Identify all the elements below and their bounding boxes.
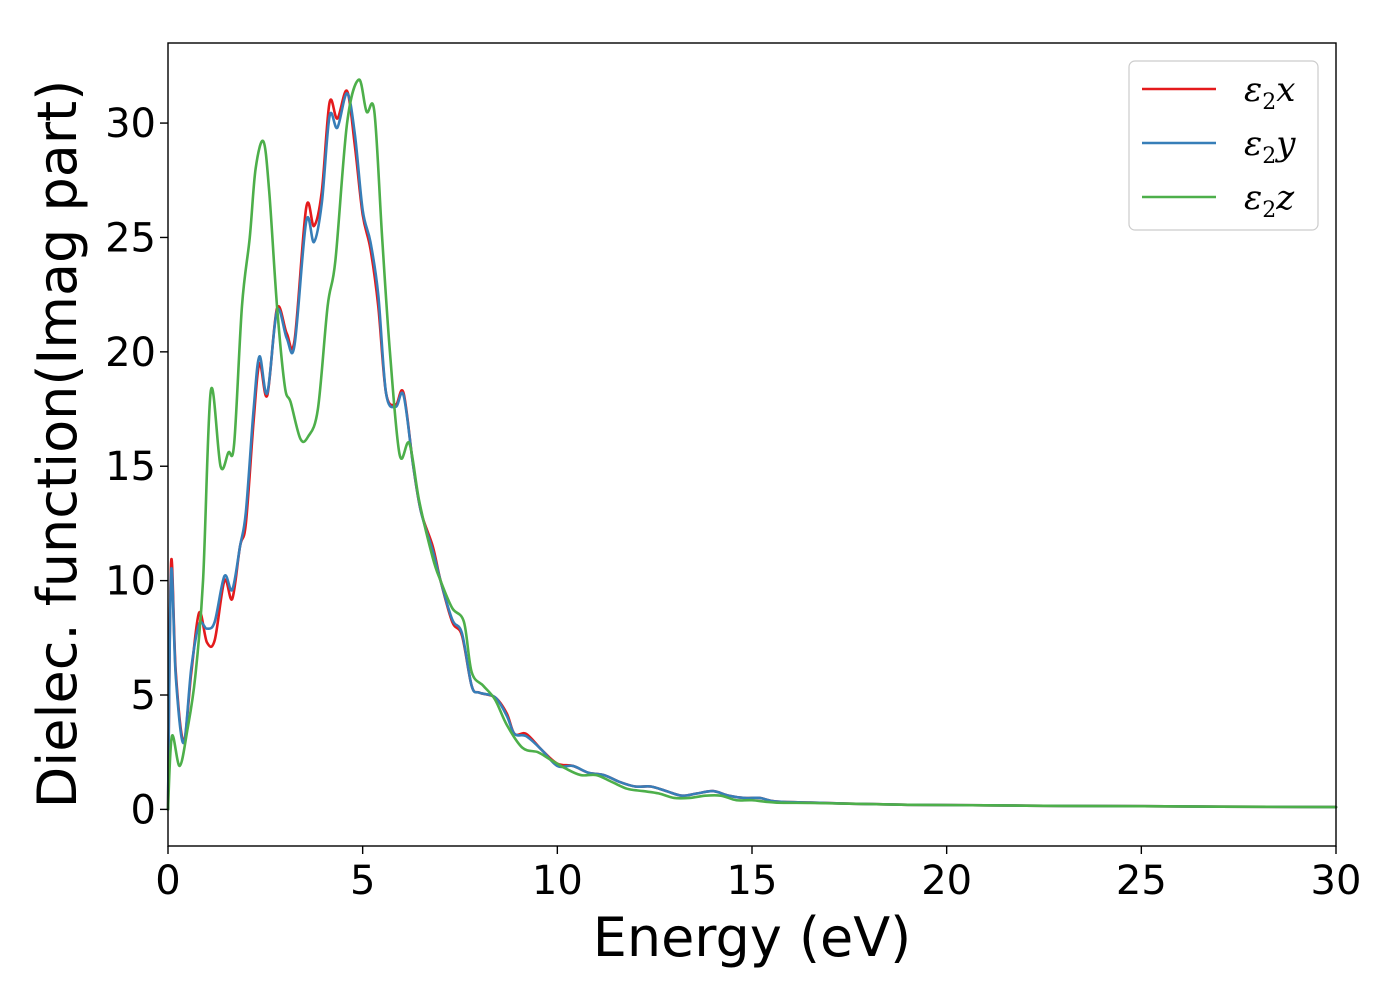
y-tick-label: 30 [105, 101, 156, 147]
y-tick-label: 20 [105, 330, 156, 376]
x-tick-label: 25 [1116, 858, 1167, 904]
y-tick-label: 5 [131, 673, 156, 719]
y-tick-label: 0 [131, 787, 156, 833]
x-tick-label: 5 [350, 858, 375, 904]
x-tick-label: 30 [1311, 858, 1362, 904]
series-line-3 [166, 78, 1338, 811]
x-tick-label: 15 [727, 858, 778, 904]
x-tick-label: 10 [532, 858, 583, 904]
y-axis-ticks: 0 5 10 15 20 25 30 [105, 101, 168, 833]
legend-label-2: ε2y [1244, 124, 1296, 169]
x-tick-label: 0 [155, 858, 180, 904]
legend-label-3: ε2z [1244, 178, 1295, 223]
x-axis-ticks: 0 5 10 15 20 25 30 [155, 846, 1361, 904]
x-axis-label: Energy (eV) [593, 906, 912, 969]
x-tick-label: 20 [921, 858, 972, 904]
legend-label-1: ε2x [1244, 70, 1295, 115]
y-tick-label: 15 [105, 444, 156, 490]
y-tick-label: 25 [105, 215, 156, 261]
y-axis-label: Dielec. function(Imag part) [26, 80, 89, 809]
legend: ε2x ε2y ε2z [1128, 60, 1319, 231]
series-lines [166, 78, 1338, 811]
legend-box [1128, 60, 1319, 231]
y-tick-label: 10 [105, 559, 156, 605]
